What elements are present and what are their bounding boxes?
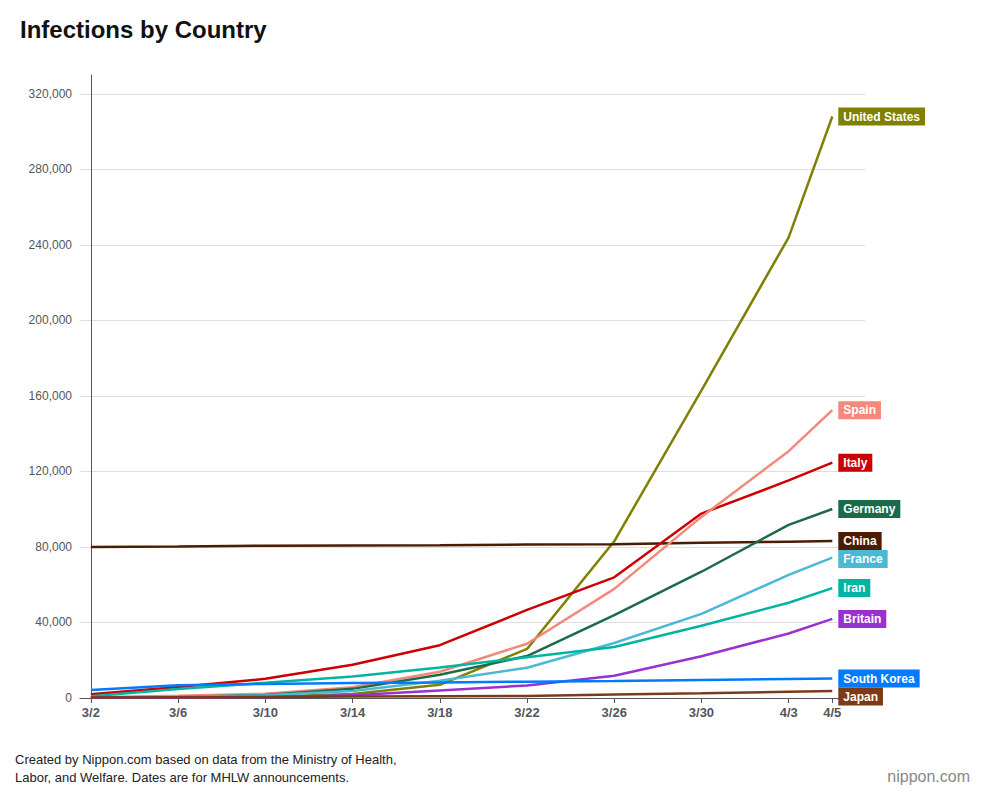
svg-text:3/14: 3/14: [340, 705, 366, 720]
svg-text:280,000: 280,000: [29, 162, 73, 176]
svg-text:3/30: 3/30: [689, 705, 714, 720]
svg-text:Created by Nippon.com based on: Created by Nippon.com based on data from…: [15, 752, 397, 767]
svg-text:Germany: Germany: [843, 502, 895, 516]
svg-text:Britain: Britain: [843, 612, 881, 626]
svg-text:200,000: 200,000: [29, 313, 73, 327]
svg-text:Labor, and Welfare. Dates are: Labor, and Welfare. Dates are for MHLW a…: [15, 770, 349, 785]
svg-text:Italy: Italy: [843, 456, 867, 470]
svg-text:40,000: 40,000: [35, 615, 72, 629]
svg-text:240,000: 240,000: [29, 238, 73, 252]
svg-text:80,000: 80,000: [35, 540, 72, 554]
svg-text:3/2: 3/2: [82, 705, 100, 720]
svg-text:3/6: 3/6: [169, 705, 187, 720]
svg-text:160,000: 160,000: [29, 389, 73, 403]
svg-text:120,000: 120,000: [29, 464, 73, 478]
svg-text:France: France: [843, 552, 883, 566]
svg-text:3/18: 3/18: [427, 705, 452, 720]
svg-text:0: 0: [65, 691, 72, 705]
svg-text:China: China: [843, 534, 877, 548]
svg-text:3/10: 3/10: [253, 705, 278, 720]
svg-text:3/26: 3/26: [602, 705, 627, 720]
svg-text:Iran: Iran: [843, 581, 865, 595]
svg-text:United States: United States: [843, 110, 920, 124]
svg-text:Japan: Japan: [843, 690, 878, 704]
svg-text:Spain: Spain: [843, 403, 876, 417]
svg-text:Infections by Country: Infections by Country: [20, 16, 267, 43]
svg-text:4/3: 4/3: [780, 705, 798, 720]
svg-text:4/5: 4/5: [823, 705, 841, 720]
svg-text:South Korea: South Korea: [843, 672, 915, 686]
svg-text:320,000: 320,000: [29, 87, 73, 101]
svg-text:3/22: 3/22: [514, 705, 539, 720]
svg-text:nippon.com: nippon.com: [887, 768, 970, 785]
